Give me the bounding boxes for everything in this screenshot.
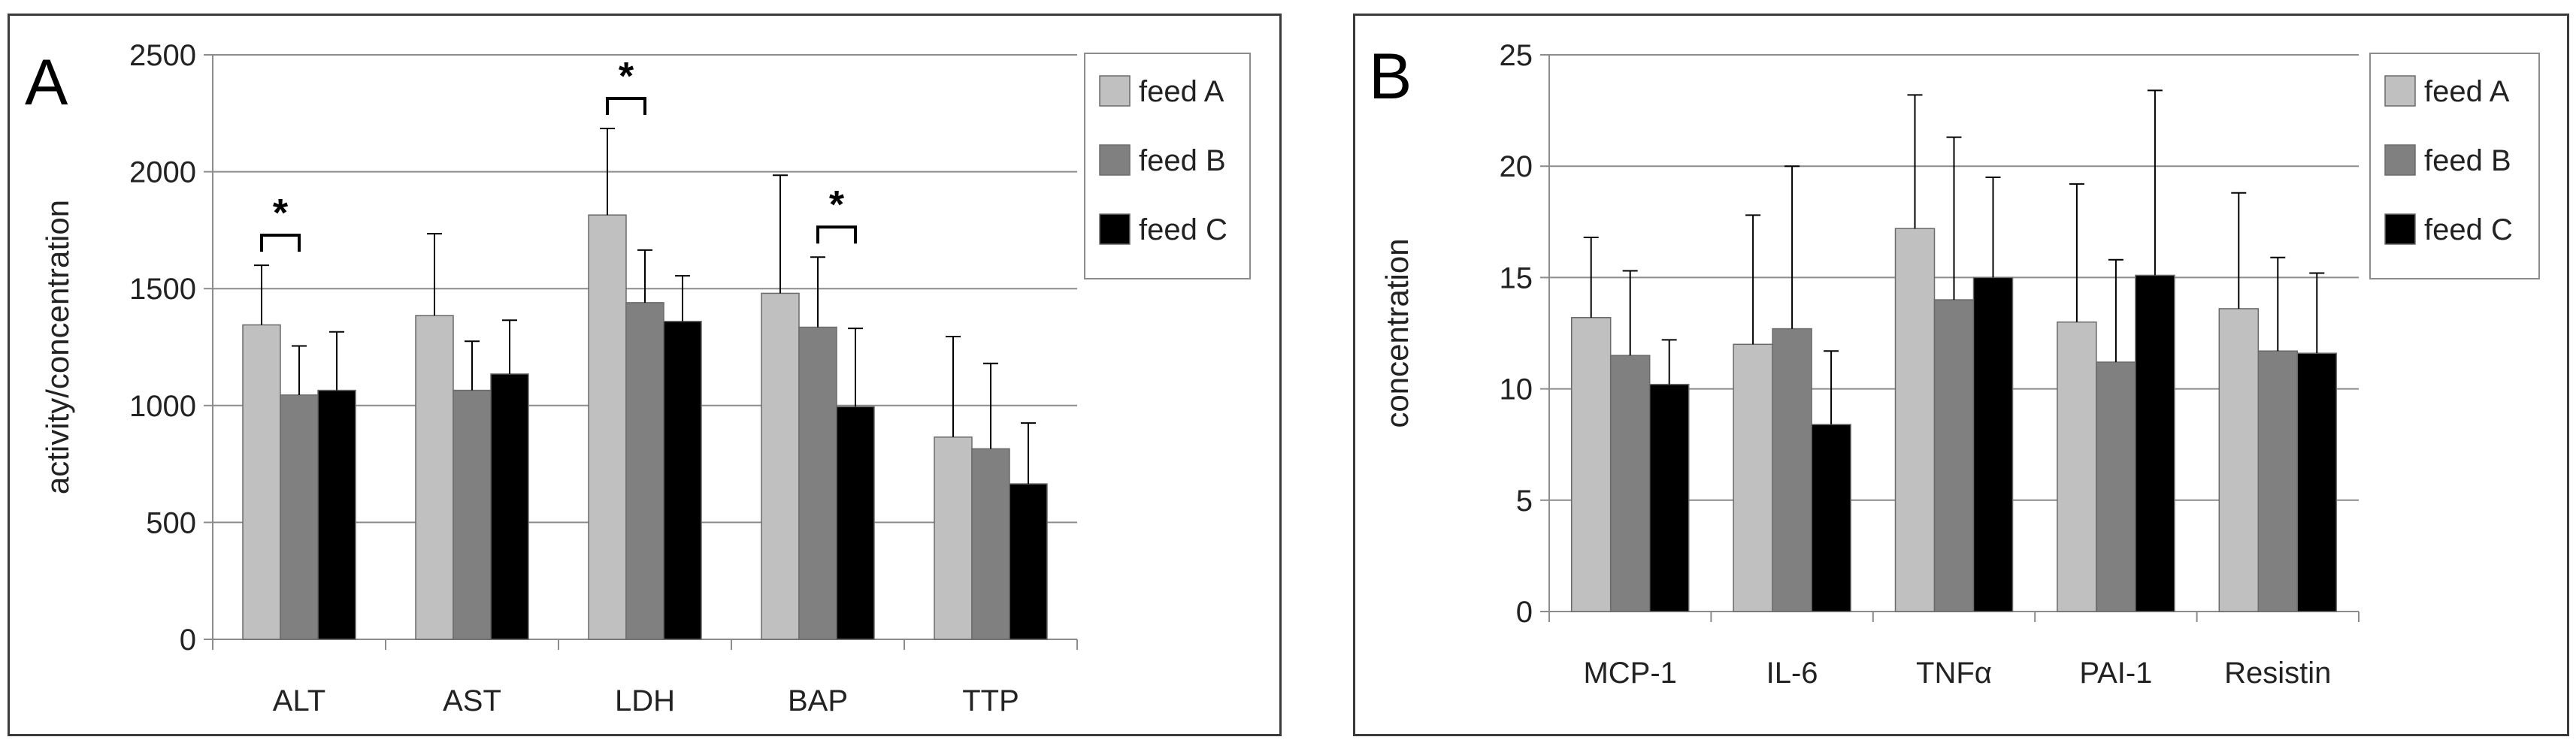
y-tick-label: 500	[146, 506, 196, 539]
chart-b-svg: B 0 5 10 15 20 25 concentration MCP-1 IL-6 TNFα PAI…	[1369, 39, 2540, 690]
bar-il6-feed-C	[1811, 424, 1851, 612]
bar-pai1-feed-B	[2096, 361, 2136, 612]
y-tick-label: 2000	[129, 156, 196, 189]
y-axis-label: concentration	[1379, 238, 1415, 427]
legend-swatch	[1099, 144, 1131, 176]
legend-label: feed B	[2424, 144, 2511, 177]
bar-mcp1-feed-C	[1648, 383, 1690, 612]
bar-ldh-feed-C	[663, 321, 702, 640]
y-tick-label: 2500	[129, 39, 196, 72]
bar-bap-feed-B	[798, 326, 837, 640]
panel-label-a: A	[25, 47, 68, 119]
bar-ldh-feed-B	[625, 302, 664, 640]
chart-panel-a: A 0 500 1000 1500 2000 2500 activity/concentrat…	[8, 14, 1282, 736]
bar-il6-feed-B	[1772, 328, 1812, 612]
bar-ttp-feed-A	[934, 436, 973, 640]
legend-swatch	[1099, 213, 1131, 245]
x-category-label: TNFα	[1916, 657, 1992, 690]
bar-il6-feed-A	[1733, 343, 1773, 612]
significance-star: *	[619, 55, 634, 98]
x-category-label: Resistin	[2224, 657, 2331, 690]
y-tick-label: 25	[1500, 39, 1533, 72]
bar-ast-feed-C	[490, 373, 529, 640]
y-axis-label: activity/concentration	[40, 200, 75, 494]
legend-label: feed A	[1139, 75, 1224, 108]
bar-alt-feed-C	[317, 389, 356, 640]
legend-swatch	[2384, 144, 2416, 176]
bar-ldh-feed-A	[588, 214, 627, 640]
bar-bap-feed-A	[761, 292, 800, 640]
legend-swatch	[1099, 75, 1131, 107]
y-tick-label: 1000	[129, 390, 196, 423]
bar-bap-feed-C	[836, 406, 875, 640]
bar-ttp-feed-B	[971, 448, 1010, 640]
bar-mcp1-feed-A	[1570, 317, 1612, 612]
x-category-label: BAP	[788, 684, 848, 717]
bar-ttp-feed-C	[1009, 483, 1048, 640]
bar-tnf-feed-A	[1894, 228, 1936, 612]
bar-tnf-feed-C	[1972, 276, 2014, 612]
significance-bracket	[606, 97, 646, 116]
bar-ast-feed-B	[453, 389, 492, 640]
legend-label: feed A	[2424, 75, 2510, 108]
bar-resistin-feed-A	[2218, 308, 2260, 612]
bar-mcp1-feed-B	[1609, 355, 1651, 612]
bar-resistin-feed-C	[2296, 352, 2338, 612]
x-category-label: AST	[443, 684, 501, 717]
x-category-label: MCP-1	[1583, 657, 1676, 690]
x-category-label: TTP	[962, 684, 1019, 717]
x-category-label: ALT	[273, 684, 325, 717]
y-tick-label: 0	[180, 624, 196, 657]
bar-pai1-feed-C	[2135, 274, 2175, 612]
y-tick-label: 5	[1516, 485, 1533, 518]
y-tick-label: 0	[1516, 596, 1533, 629]
legend-label: feed B	[1139, 144, 1226, 177]
bar-ast-feed-A	[415, 315, 454, 640]
significance-star: *	[273, 192, 289, 235]
significance-bracket	[260, 234, 301, 252]
bar-pai1-feed-A	[2057, 321, 2097, 612]
bar-resistin-feed-B	[2257, 350, 2299, 612]
legend-swatch	[2384, 75, 2416, 107]
y-tick-label: 10	[1500, 373, 1533, 406]
y-tick-label: 1500	[129, 273, 196, 306]
y-tick-label: 20	[1500, 150, 1533, 183]
y-tick-label: 15	[1500, 261, 1533, 294]
chart-a-svg: A 0 500 1000 1500 2000 2500 activity/concentrat…	[25, 39, 1251, 717]
bar-alt-feed-A	[242, 324, 281, 640]
significance-star: *	[829, 183, 845, 227]
legend-swatch	[2384, 213, 2416, 245]
panel-label-b: B	[1369, 41, 1412, 113]
legend-label: feed C	[1139, 213, 1227, 246]
x-category-label: PAI-1	[2079, 657, 2152, 690]
x-category-label: IL-6	[1766, 657, 1818, 690]
x-category-label: LDH	[615, 684, 675, 717]
chart-panel-b: B 0 5 10 15 20 25 concentration MCP-1 IL-6 TNFα PAI…	[1353, 14, 2569, 736]
bar-alt-feed-B	[280, 394, 319, 640]
bar-tnf-feed-B	[1933, 299, 1975, 612]
significance-bracket	[816, 225, 857, 244]
legend-label: feed C	[2424, 213, 2513, 246]
